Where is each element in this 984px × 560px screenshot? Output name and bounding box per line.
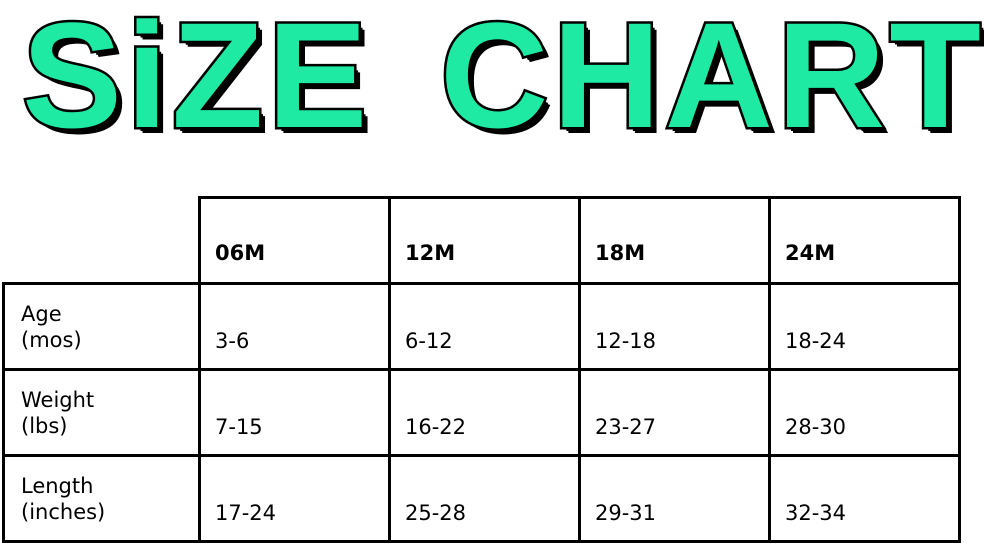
table-cell: 23-27	[578, 368, 771, 457]
table-cell: 16-22	[388, 368, 581, 457]
title-chart: CHART	[438, 0, 984, 159]
table-cell: 32-34	[768, 454, 961, 543]
row-label-unit: (mos)	[21, 328, 82, 352]
table-cell: 12-18	[578, 282, 771, 371]
table-cell: 17-24	[198, 454, 391, 543]
table-cell: 18-24	[768, 282, 961, 371]
row-label: Length (inches)	[2, 454, 201, 543]
size-chart-table: 06M 12M 18M 24M Age (mos) 3-6 6-12 12-18 …	[2, 196, 961, 543]
table-cell: 6-12	[388, 282, 581, 371]
column-header: 18M	[578, 196, 771, 285]
column-header: 06M	[198, 196, 391, 285]
row-label-name: Length	[21, 474, 94, 498]
column-header: 24M	[768, 196, 961, 285]
column-header: 12M	[388, 196, 581, 285]
table-cell: 25-28	[388, 454, 581, 543]
table-cell: 3-6	[198, 282, 391, 371]
table-row: Weight (lbs) 7-15 16-22 23-27 28-30	[2, 368, 961, 457]
table-row: Age (mos) 3-6 6-12 12-18 18-24	[2, 282, 961, 371]
table-row: Length (inches) 17-24 25-28 29-31 32-34	[2, 454, 961, 543]
row-label: Age (mos)	[2, 282, 201, 371]
row-label-unit: (lbs)	[21, 414, 68, 438]
table-cell: 29-31	[578, 454, 771, 543]
row-label: Weight (lbs)	[2, 368, 201, 457]
header-row: 06M 12M 18M 24M	[3, 196, 961, 285]
row-label-name: Weight	[21, 388, 95, 412]
table-cell: 28-30	[768, 368, 961, 457]
table-cell: 7-15	[198, 368, 391, 457]
title-size: SiZE	[19, 0, 372, 159]
corner-cell	[3, 197, 201, 285]
row-label-unit: (inches)	[21, 500, 106, 524]
row-label-name: Age	[21, 302, 62, 326]
